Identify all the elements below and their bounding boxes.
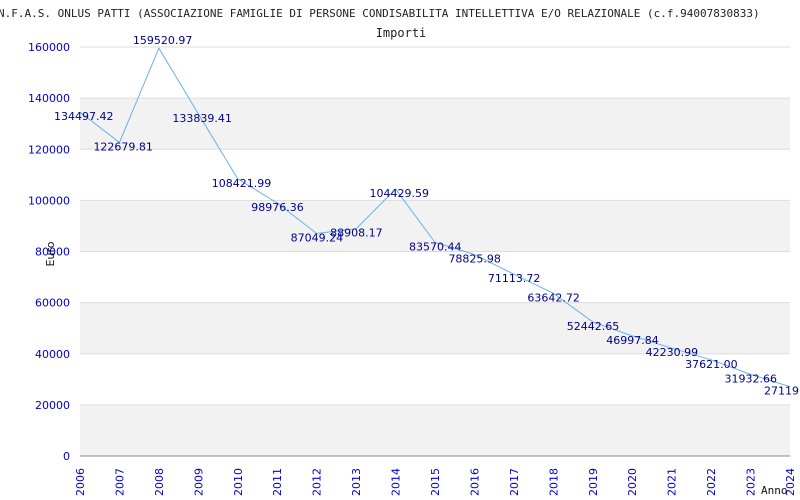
x-tick-label: 2021 [666, 468, 679, 496]
data-label: 31932.66 [725, 372, 778, 385]
plot-band [80, 98, 790, 150]
plot-band [80, 302, 790, 354]
y-tick-label: 0 [63, 450, 70, 463]
data-label: 63642.72 [527, 291, 580, 304]
plot-band [80, 200, 790, 252]
y-tick-label: 160000 [28, 41, 70, 54]
x-tick-label: 2019 [587, 468, 600, 496]
data-label: 37621.00 [685, 358, 738, 371]
x-tick-label: 2007 [113, 468, 126, 496]
chart-subtitle: Importi [376, 26, 427, 40]
plot-band [80, 353, 790, 405]
y-axis-label: Euro [44, 241, 57, 266]
x-tick-label: 2011 [271, 468, 284, 496]
x-tick-label: 2014 [390, 468, 403, 496]
x-axis-ticks: 2006 2007 2008 2009 2010 2011 2012 2013 2014 2015… [74, 468, 797, 496]
x-tick-label: 2017 [508, 468, 521, 496]
y-axis-ticks: 0 20000 40000 60000 80000 100000 120000 140000 1… [28, 41, 70, 463]
plot-bands [80, 46, 790, 457]
data-label: 71113.72 [488, 272, 541, 285]
data-label: 104429.59 [370, 187, 430, 200]
y-tick-label: 40000 [35, 348, 70, 361]
x-tick-label: 2008 [153, 468, 166, 496]
x-tick-label: 2015 [429, 468, 442, 496]
x-tick-label: 2006 [74, 468, 87, 496]
data-label: 27119.18 [764, 385, 800, 398]
x-tick-label: 2013 [350, 468, 363, 496]
x-tick-label: 2020 [626, 468, 639, 496]
plot-band [80, 149, 790, 201]
x-axis-label: Anno [761, 484, 788, 497]
x-tick-label: 2018 [547, 468, 560, 496]
x-tick-label: 2012 [311, 468, 324, 496]
y-tick-label: 60000 [35, 297, 70, 310]
plot-band [80, 47, 790, 99]
plot-band [80, 251, 790, 303]
x-tick-label: 2016 [468, 468, 481, 496]
y-tick-label: 100000 [28, 194, 70, 207]
data-label: 122679.81 [93, 140, 153, 153]
y-tick-label: 140000 [28, 92, 70, 105]
x-tick-label: 2010 [232, 468, 245, 496]
data-label: 159520.97 [133, 34, 193, 47]
data-label: 52442.65 [567, 320, 620, 333]
data-label: 87049.24 [291, 231, 344, 244]
plot-band [80, 404, 790, 456]
data-label: 78825.98 [448, 253, 501, 266]
data-label: 133839.41 [172, 112, 232, 125]
data-label: 98976.36 [251, 201, 304, 214]
chart-title: N.F.A.S. ONLUS PATTI (ASSOCIAZIONE FAMIG… [0, 7, 760, 20]
data-label: 42230.99 [646, 346, 699, 359]
data-label: 83570.44 [409, 240, 462, 253]
x-tick-label: 2009 [192, 468, 205, 496]
data-label: 108421.99 [212, 177, 272, 190]
x-tick-label: 2024 [784, 468, 797, 496]
y-tick-label: 80000 [35, 246, 70, 259]
data-label: 134497.42 [54, 110, 114, 123]
data-labels: 134497.42 122679.81 159520.97 133839.41 1084… [54, 34, 800, 397]
x-tick-label: 2022 [705, 468, 718, 496]
data-label: 46997.84 [606, 334, 659, 347]
series-line [79, 47, 791, 388]
y-tick-label: 20000 [35, 399, 70, 412]
y-tick-label: 120000 [28, 143, 70, 156]
x-tick-label: 2023 [745, 468, 758, 496]
data-label: 88908.17 [330, 227, 383, 240]
